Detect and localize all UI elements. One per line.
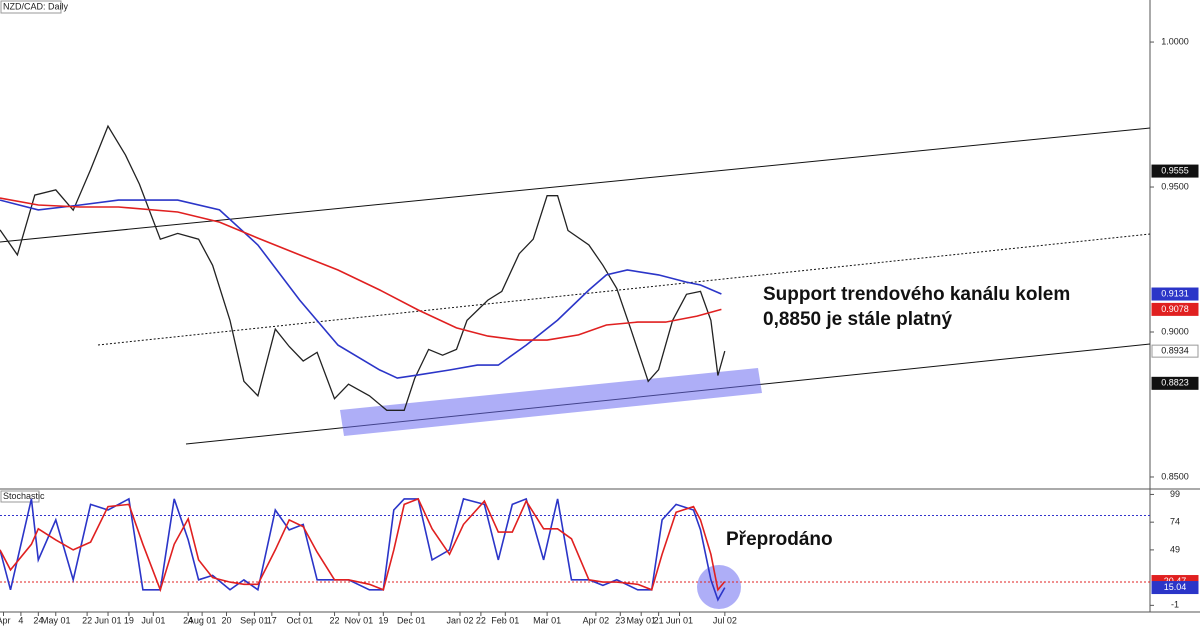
annotation: Přeprodáno [726, 529, 833, 550]
y-tick-label: 0.9500 [1161, 181, 1189, 191]
series-line [0, 199, 722, 379]
x-tick-label: 17 [267, 615, 277, 625]
price-tag-label: 0.9131 [1161, 288, 1189, 298]
annotation: 0,8850 je stále platný [763, 309, 952, 330]
x-tick-label: Jul 01 [141, 615, 165, 625]
price-tag [1151, 302, 1199, 316]
y-tick-label: 99 [1170, 489, 1180, 499]
x-tick-label: 24 [183, 615, 193, 625]
channel-upper [0, 127, 1151, 243]
x-tick-label: Jul 02 [713, 615, 737, 625]
price-tag-label: 0.8823 [1161, 378, 1189, 388]
x-tick-label: Apr 02 [583, 615, 610, 625]
price-tag [1151, 376, 1199, 390]
x-tick-label: Apr [0, 615, 10, 625]
price-tag [1151, 287, 1199, 301]
price-tag-label: 20.47 [1164, 576, 1187, 586]
x-tick-label: May 01 [41, 615, 71, 625]
x-tick-label: Jun 01 [95, 615, 122, 625]
x-tick-label: Nov 01 [345, 615, 374, 625]
x-tick-label: 4 [18, 615, 23, 625]
x-tick-label: 20 [222, 615, 232, 625]
y-tick-label: -1 [1171, 600, 1179, 610]
title-box [0, 0, 62, 14]
price-tag-label: 0.9078 [1161, 304, 1189, 314]
x-tick-label: Mar 01 [533, 615, 561, 625]
x-tick-label: Feb 01 [491, 615, 519, 625]
x-tick-label: Jun 01 [666, 615, 693, 625]
y-tick-label: 74 [1170, 517, 1180, 527]
series-line [0, 497, 726, 593]
chart-title: NZD/CAD: Daily [3, 1, 69, 11]
x-tick-label: 22 [82, 615, 92, 625]
price-tag-label: 15.04 [1164, 582, 1187, 592]
price-tag [1151, 344, 1199, 358]
annotation: Support trendového kanálu kolem [763, 284, 1070, 305]
x-tick-label: 22 [476, 615, 486, 625]
y-tick-label: 0.8500 [1161, 471, 1189, 481]
support-zone [340, 368, 762, 436]
x-tick-label: 19 [124, 615, 134, 625]
y-tick-label: 1.0000 [1161, 36, 1189, 46]
series-line [0, 197, 722, 341]
x-tick-label: 19 [378, 615, 388, 625]
x-tick-label: Sep 01 [240, 615, 269, 625]
x-tick-label: 21 [654, 615, 664, 625]
price-tag [1151, 581, 1199, 595]
oversold-circle [697, 565, 741, 609]
x-tick-label: Jan 02 [446, 615, 473, 625]
x-tick-label: Dec 01 [397, 615, 426, 625]
price-tag-label: 0.9555 [1161, 165, 1189, 175]
price-tag-label: 0.8934 [1161, 346, 1189, 356]
x-tick-label: 23 [615, 615, 625, 625]
x-tick-label: May 01 [626, 615, 656, 625]
series-line [0, 124, 726, 411]
y-tick-label: 0.9000 [1161, 326, 1189, 336]
channel-mid [97, 233, 1151, 346]
x-tick-label: Aug 01 [188, 615, 217, 625]
x-tick-label: 22 [330, 615, 340, 625]
price-tag [1151, 164, 1199, 178]
x-tick-label: Oct 01 [286, 615, 313, 625]
indicator-title-box [0, 490, 40, 503]
x-tick-label: 24 [33, 615, 43, 625]
indicator-title: Stochastic [3, 491, 45, 501]
y-tick-label: 49 [1170, 544, 1180, 554]
